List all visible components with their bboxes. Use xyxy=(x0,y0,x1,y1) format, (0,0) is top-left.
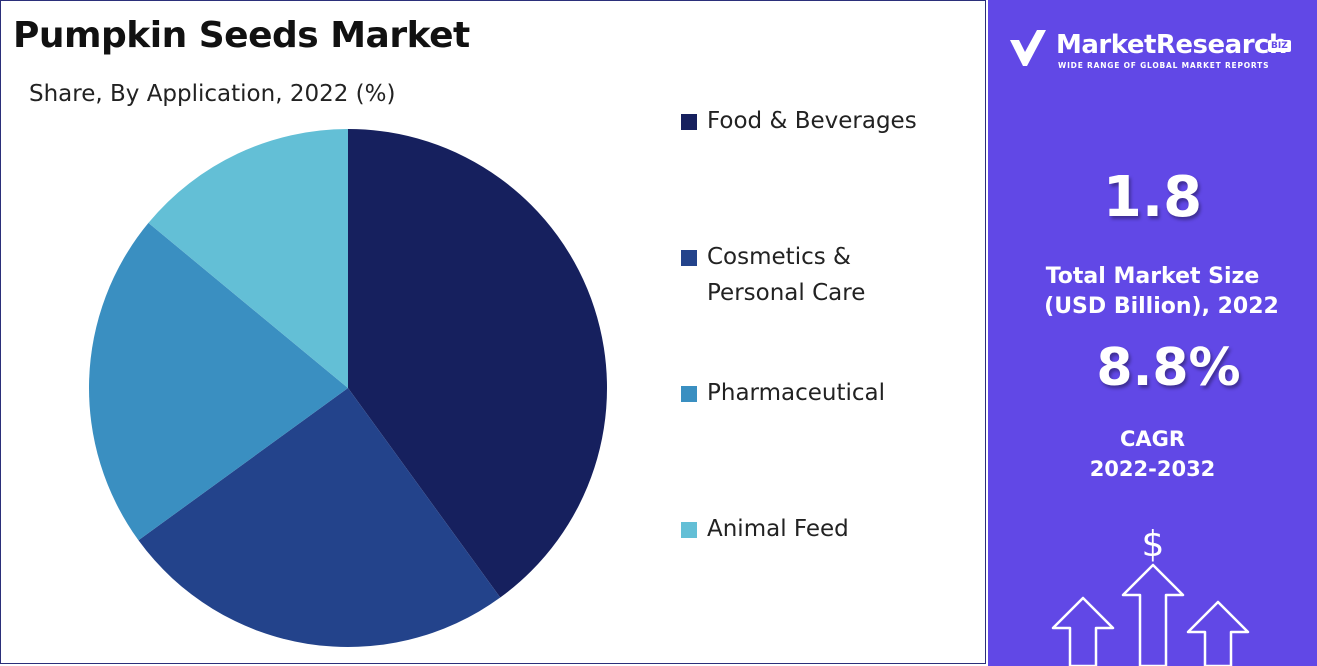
market-size-label-line2: (USD Billion), 2022 xyxy=(1044,294,1279,319)
pie-slice-animal-feed xyxy=(148,129,348,388)
pie-slice-food-beverages xyxy=(348,129,608,598)
legend-label-line: Pharmaceutical xyxy=(707,380,886,406)
legend-label-line: Food & Beverages xyxy=(707,108,917,134)
legend-swatch xyxy=(681,250,697,266)
cagr-label-line1: CAGR xyxy=(1119,427,1186,451)
up-arrows-icon: $ xyxy=(1051,524,1250,666)
legend-label: Animal Feed xyxy=(707,511,947,547)
legend-label-line: Animal Feed xyxy=(707,516,849,542)
legend-label: Pharmaceutical xyxy=(707,375,947,411)
brand-badge: BIZ xyxy=(1268,40,1291,52)
checkmark-logo-icon xyxy=(1010,30,1046,66)
page-title: Pumpkin Seeds Market xyxy=(13,15,470,56)
legend-item: Animal Feed xyxy=(681,511,947,547)
market-size-label: Total Market Size (USD Billion), 2022 xyxy=(988,262,1317,322)
cagr-label-line2: 2022-2032 xyxy=(1089,457,1216,481)
brand-tagline: WIDE RANGE OF GLOBAL MARKET REPORTS xyxy=(1058,61,1270,70)
market-size-value: 1.8 xyxy=(1102,165,1203,230)
chart-panel: Pumpkin Seeds Market Share, By Applicati… xyxy=(0,0,986,664)
pie-chart xyxy=(88,129,608,648)
cagr-value: 8.8% xyxy=(1096,338,1241,398)
legend-label-line: Cosmetics & xyxy=(707,244,851,270)
summary-panel: MarketResearch BIZ WIDE RANGE OF GLOBAL … xyxy=(988,0,1317,666)
legend-label-line: Personal Care xyxy=(707,280,866,306)
legend-item: Food & Beverages xyxy=(681,103,947,139)
brand-name: MarketResearch xyxy=(1056,30,1287,60)
legend-swatch xyxy=(681,522,697,538)
legend-item: Cosmetics & Personal Care xyxy=(681,239,947,311)
legend-item: Pharmaceutical xyxy=(681,375,947,411)
pie-slice-cosmetics-personal-care xyxy=(138,388,501,648)
brand-logo: MarketResearch BIZ WIDE RANGE OF GLOBAL … xyxy=(1006,26,1306,76)
legend-swatch xyxy=(681,386,697,402)
cagr-label: CAGR 2022-2032 xyxy=(988,424,1317,484)
legend-label: Cosmetics & Personal Care xyxy=(707,239,947,311)
chart-subtitle: Share, By Application, 2022 (%) xyxy=(29,81,396,107)
legend-swatch xyxy=(681,114,697,130)
pie-slice-pharmaceutical xyxy=(88,222,348,541)
dollar-sign-icon: $ xyxy=(1142,524,1165,565)
market-size-label-line1: Total Market Size xyxy=(1045,264,1260,289)
legend-label: Food & Beverages xyxy=(707,103,947,139)
